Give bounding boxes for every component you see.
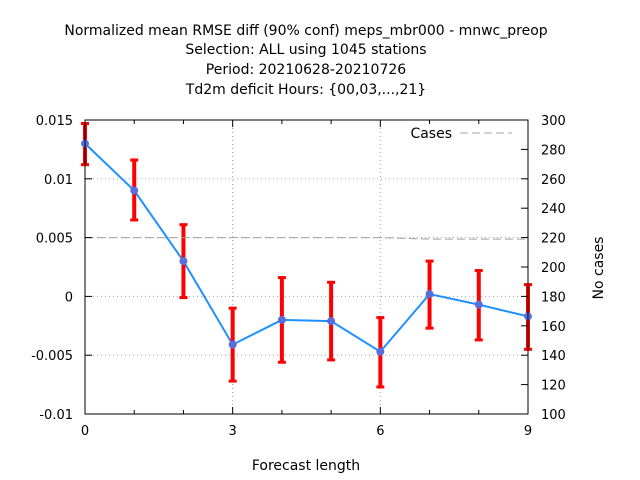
title-line-1: Normalized mean RMSE diff (90% conf) mep… xyxy=(64,23,547,39)
data-point xyxy=(179,257,188,266)
rmse-diff-line xyxy=(84,142,529,353)
data-point xyxy=(130,186,139,195)
y2-tick-label: 160 xyxy=(541,320,566,335)
y2-tick-label: 200 xyxy=(541,261,566,276)
data-point xyxy=(277,315,286,324)
chart-title: Normalized mean RMSE diff (90% conf) mep… xyxy=(64,23,547,98)
title-line-2: Selection: ALL using 1045 stations xyxy=(185,42,426,58)
y2-tick-label: 100 xyxy=(541,408,566,423)
y2-tick-label: 240 xyxy=(541,202,566,217)
axes xyxy=(84,119,529,415)
grid xyxy=(85,120,528,414)
x-tick-label: 9 xyxy=(524,424,532,439)
x-tick-label: 3 xyxy=(229,424,237,439)
tick-labels: 0 3 6 9 0.015 0.01 0.005 0 -0.005 -0.01 300 280 260 2… xyxy=(31,114,566,439)
y2-tick-label: 140 xyxy=(541,349,566,364)
plot-frame xyxy=(84,119,529,415)
y2-tick-label: 120 xyxy=(541,379,566,394)
data-point xyxy=(228,340,237,349)
y-tick-label: -0.005 xyxy=(31,349,73,364)
x-tick-label: 6 xyxy=(376,424,384,439)
y-tick-label: 0.005 xyxy=(36,232,73,247)
title-line-3: Period: 20210628-20210726 xyxy=(206,62,406,78)
y2-tick-label: 220 xyxy=(541,232,566,247)
data-point xyxy=(376,347,385,356)
y2-tick-label: 280 xyxy=(541,143,566,158)
x-tick-label: 0 xyxy=(81,424,89,439)
y-tick-label: -0.01 xyxy=(39,408,73,423)
data-point xyxy=(425,290,434,299)
series-layer xyxy=(81,122,532,389)
y-tick-label: 0.01 xyxy=(44,173,73,188)
y-tick-label: 0.015 xyxy=(36,114,73,129)
y2-axis-label: No cases xyxy=(591,237,607,300)
y2-tick-label: 300 xyxy=(541,114,566,129)
x-axis-label: Forecast length xyxy=(252,458,360,474)
legend: Cases xyxy=(410,126,512,142)
cases-line xyxy=(85,237,528,240)
data-point xyxy=(327,317,336,326)
title-line-4: Td2m deficit Hours: {00,03,...,21} xyxy=(185,82,426,98)
y-tick-label: 0 xyxy=(65,290,73,305)
y2-tick-label: 180 xyxy=(541,290,566,305)
y2-tick-label: 260 xyxy=(541,173,566,188)
legend-label: Cases xyxy=(410,126,452,142)
data-point xyxy=(474,300,483,309)
